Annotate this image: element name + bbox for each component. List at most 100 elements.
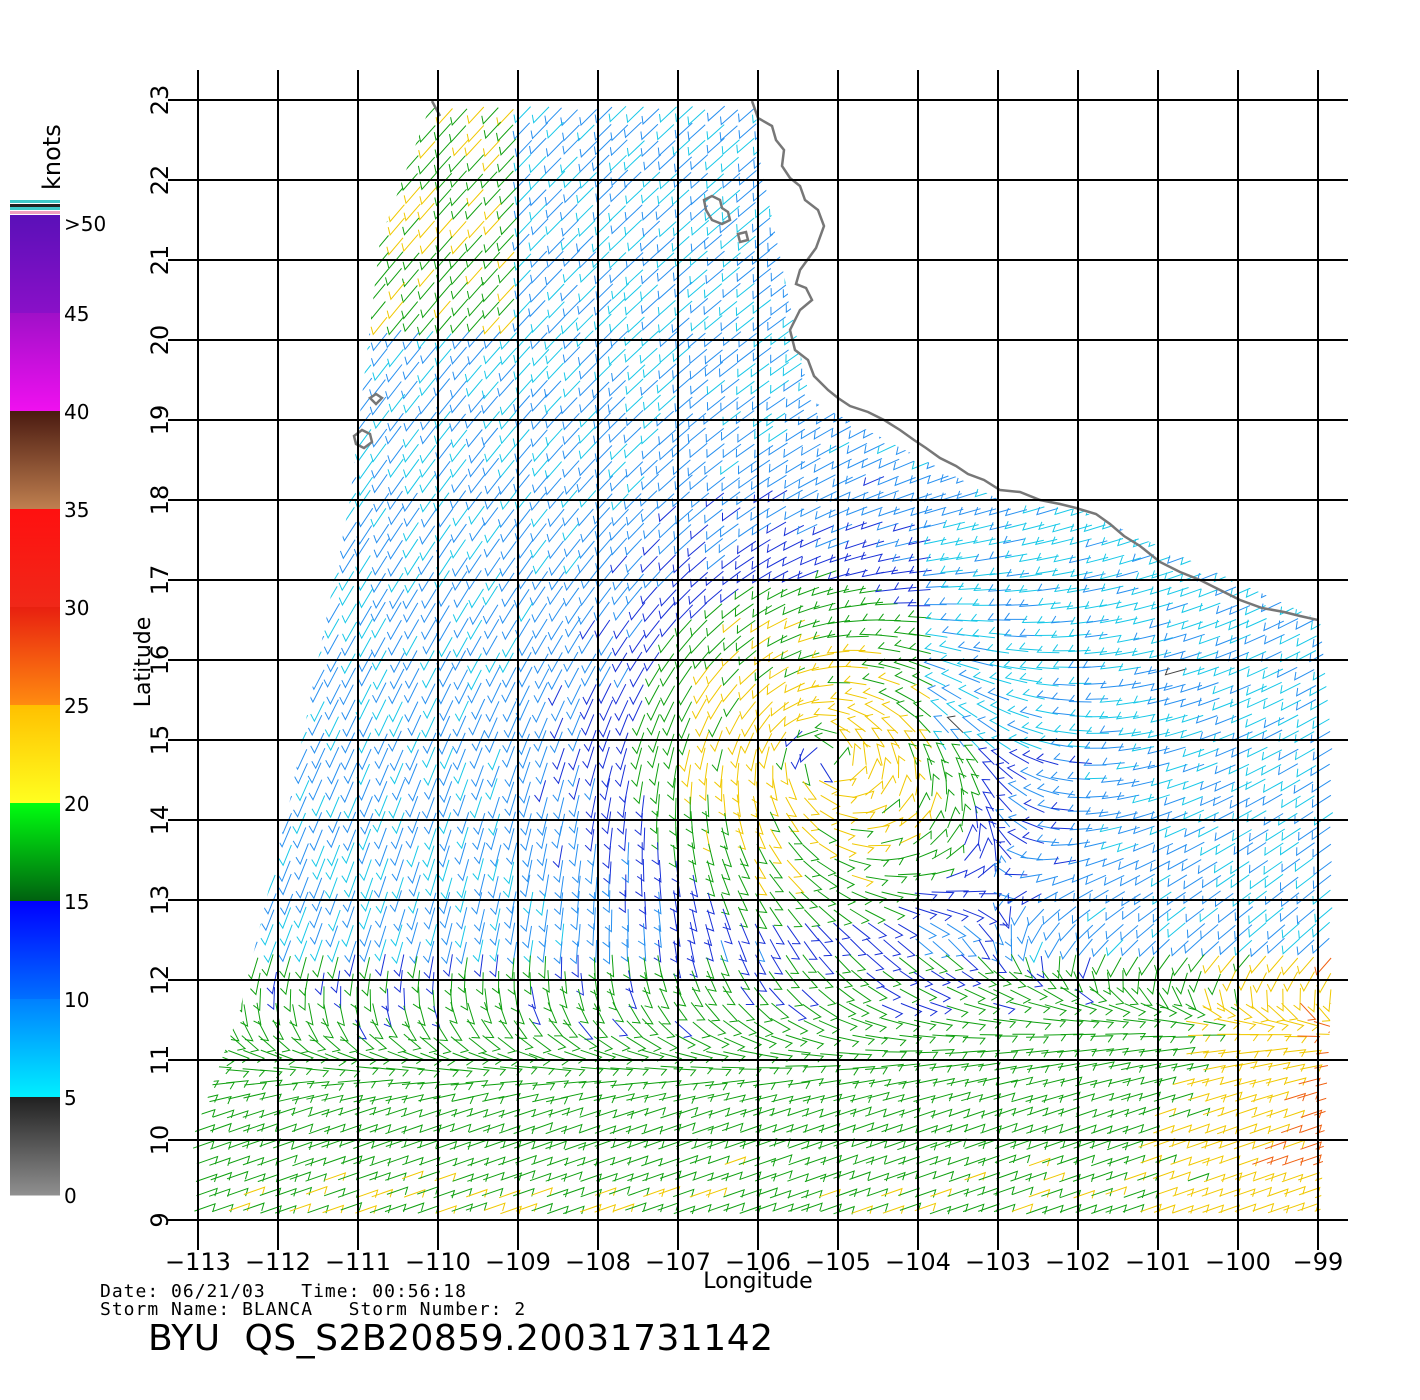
wind-barb: [816, 393, 836, 407]
wind-barb: [1316, 1050, 1339, 1059]
wind-barb: [198, 667, 213, 689]
wind-barb: [946, 139, 966, 155]
wind-barb: [1295, 234, 1315, 249]
wind-barb: [852, 811, 876, 819]
wind-barb: [1086, 428, 1108, 439]
wind-barb: [1007, 890, 1027, 904]
wind-barb: [816, 925, 834, 943]
wind-barb: [528, 1018, 544, 1037]
wind-barb: [371, 618, 387, 639]
wind-barb: [1036, 853, 1060, 861]
wind-barb: [259, 139, 276, 159]
wind-barb: [1166, 428, 1187, 440]
wind-barb: [326, 826, 340, 849]
wind-barb: [465, 202, 483, 221]
wind-barb: [327, 763, 341, 785]
wind-barb: [835, 938, 852, 957]
wind-barb: [1116, 843, 1139, 853]
wind-barb: [818, 905, 837, 923]
wind-barb: [1231, 781, 1252, 793]
wind-barb: [192, 1004, 201, 1027]
wind-barb: [518, 795, 531, 818]
wind-barb: [243, 188, 260, 208]
wind-barb: [353, 186, 371, 206]
wind-barb: [1010, 954, 1023, 975]
wind-barb: [293, 714, 309, 737]
wind-barb: [561, 1004, 572, 1026]
wind-barb: [877, 475, 899, 486]
wind-barb: [854, 728, 869, 748]
wind-barb: [894, 538, 918, 548]
wind-barb: [449, 1001, 458, 1025]
wind-barb: [308, 589, 324, 610]
wind-barb: [816, 267, 835, 282]
wind-barb: [1105, 107, 1124, 122]
wind-barb: [802, 141, 821, 157]
wind-barb: [472, 858, 484, 881]
wind-barb: [1069, 442, 1092, 452]
wind-barb: [1278, 492, 1300, 505]
wind-barb: [1295, 314, 1315, 329]
wind-barb: [1075, 1124, 1097, 1134]
wind-barb: [529, 492, 547, 511]
wind-barb: [418, 1019, 432, 1040]
wind-barb: [607, 396, 626, 414]
wind-barb: [226, 619, 242, 641]
wind-barb: [1279, 841, 1299, 856]
wind-barb: [755, 1035, 777, 1049]
wind-barb: [1229, 442, 1250, 454]
wind-barb: [1229, 476, 1251, 488]
wind-barb: [243, 300, 260, 320]
wind-barb: [863, 362, 884, 375]
wind-barb: [960, 788, 969, 811]
wind-barb: [273, 444, 290, 464]
wind-barb: [908, 536, 931, 546]
wind-barb: [815, 349, 835, 363]
wind-barb: [1310, 618, 1331, 631]
wind-barb: [355, 1066, 379, 1076]
wind-barb: [192, 589, 194, 610]
wind-barb: [960, 236, 980, 250]
wind-barb: [658, 363, 677, 380]
wind-barb: [813, 601, 836, 610]
wind-barb: [800, 155, 819, 172]
wind-barb: [1248, 860, 1269, 874]
wind-barb: [1104, 170, 1124, 185]
wind-barb: [309, 939, 323, 962]
wind-barb: [1102, 491, 1124, 501]
wind-barb: [925, 612, 949, 621]
wind-barb: [228, 1020, 240, 1042]
wind-barb: [1279, 588, 1300, 600]
wind-barb: [232, 957, 245, 980]
wind-barb: [323, 1187, 346, 1197]
wind-barb: [1155, 1048, 1179, 1057]
wind-barb: [910, 365, 931, 378]
wind-barb: [865, 1139, 888, 1149]
wind-barb: [896, 284, 916, 298]
wind-barb: [658, 1140, 680, 1150]
wind-barb: [653, 859, 662, 883]
wind-barb: [197, 636, 213, 657]
wind-barb: [1051, 567, 1075, 577]
wind-barb: [341, 603, 357, 624]
wind-barb: [402, 217, 420, 236]
wind-barb: [321, 202, 339, 221]
wind-barb: [578, 586, 595, 607]
wind-barb: [881, 1063, 905, 1072]
wind-barb: [305, 428, 322, 448]
wind-barb: [879, 250, 899, 265]
wind-barb: [1153, 124, 1173, 139]
wind-barb: [1067, 837, 1091, 846]
wind-barb: [1231, 155, 1251, 171]
wind-barb: [815, 474, 836, 486]
wind-barb: [381, 988, 389, 1012]
wind-barb: [1164, 827, 1186, 838]
wind-barb: [514, 139, 533, 158]
wind-barb: [674, 281, 693, 298]
wind-barb: [449, 490, 467, 510]
wind-barb: [649, 781, 660, 805]
wind-barb: [797, 651, 820, 661]
wind-barb: [706, 525, 725, 541]
wind-barb: [291, 233, 309, 253]
wind-barb: [1297, 1091, 1320, 1100]
